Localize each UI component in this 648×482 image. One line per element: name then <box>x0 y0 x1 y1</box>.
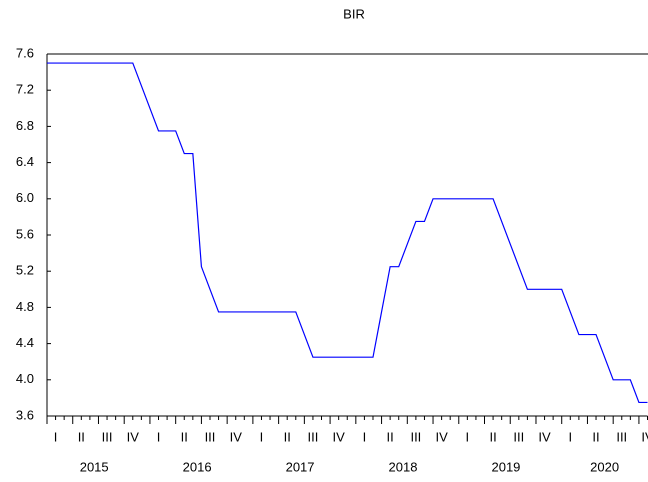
y-tick-label: 6.4 <box>16 154 34 169</box>
x-tick-label: IV <box>230 429 243 444</box>
y-tick-label: 7.6 <box>16 45 34 60</box>
x-group-label: 2020 <box>590 459 619 474</box>
x-tick-label: II <box>284 429 291 444</box>
y-tick-label: 5.6 <box>16 226 34 241</box>
x-tick-label: I <box>568 429 572 444</box>
x-tick-label: IV <box>333 429 346 444</box>
y-tick-label: 5.2 <box>16 263 34 278</box>
x-tick-label: II <box>78 429 85 444</box>
x-tick-label: II <box>592 429 599 444</box>
x-tick-label: IV <box>538 429 551 444</box>
x-tick-label: II <box>181 429 188 444</box>
x-tick-label: I <box>466 429 470 444</box>
x-tick-label: I <box>260 429 264 444</box>
x-group-label: 2015 <box>80 459 109 474</box>
x-group-label: 2019 <box>491 459 520 474</box>
y-tick-label: 4.0 <box>16 371 34 386</box>
y-tick-label: 7.2 <box>16 82 34 97</box>
x-tick-label: II <box>489 429 496 444</box>
y-tick-label: 4.4 <box>16 335 34 350</box>
x-group-label: 2017 <box>286 459 315 474</box>
x-tick-label: III <box>513 429 524 444</box>
y-tick-label: 3.6 <box>16 407 34 422</box>
x-group-label: 2018 <box>389 459 418 474</box>
x-tick-label: I <box>54 429 58 444</box>
x-tick-label: II <box>387 429 394 444</box>
x-tick-label: III <box>410 429 421 444</box>
x-tick-label: IV <box>127 429 140 444</box>
x-tick-label: III <box>616 429 627 444</box>
y-tick-label: 4.8 <box>16 299 34 314</box>
y-tick-label: 6.0 <box>16 190 34 205</box>
x-tick-label: I <box>363 429 367 444</box>
x-tick-label: IV <box>435 429 448 444</box>
y-tick-label: 6.8 <box>16 118 34 133</box>
x-tick-label: I <box>157 429 161 444</box>
x-tick-label: III <box>102 429 113 444</box>
x-tick-label: III <box>205 429 216 444</box>
x-group-label: 2016 <box>183 459 212 474</box>
chart-title: BIR <box>343 6 365 21</box>
x-tick-label: III <box>308 429 319 444</box>
data-line <box>47 62 648 404</box>
x-tick-label: IV <box>641 429 648 444</box>
